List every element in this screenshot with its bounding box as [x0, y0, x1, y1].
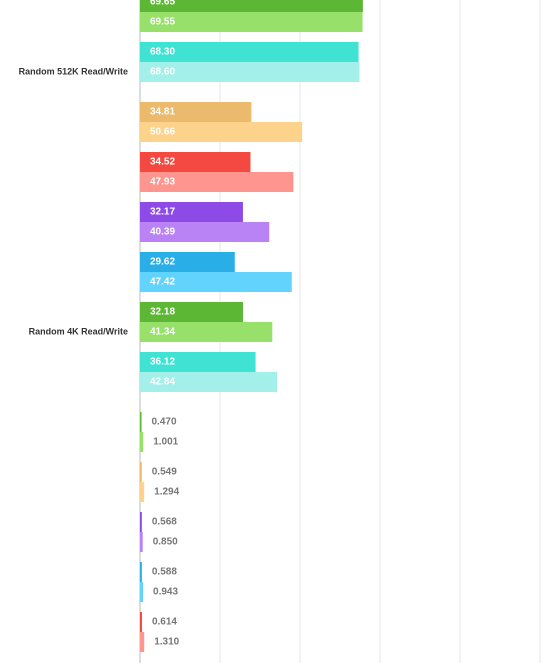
bar — [140, 62, 360, 82]
bar — [140, 412, 142, 432]
category-label: Random 4K Read/Write — [29, 326, 128, 336]
bar — [140, 0, 363, 12]
value-label: 32.17 — [150, 207, 175, 218]
value-label: 68.30 — [150, 47, 175, 58]
bar — [140, 42, 359, 62]
value-label: 29.62 — [150, 257, 175, 268]
bar — [140, 462, 142, 482]
value-label: 0.568 — [152, 517, 177, 528]
value-label: 47.93 — [150, 177, 175, 188]
bar — [140, 322, 273, 342]
bar — [140, 612, 142, 632]
value-label: 69.65 — [150, 0, 175, 8]
bar — [140, 512, 142, 532]
bar — [140, 532, 143, 552]
value-label: 1.310 — [154, 637, 179, 648]
bar — [140, 432, 144, 452]
value-label: 0.850 — [153, 537, 178, 548]
value-label: 32.18 — [150, 307, 175, 318]
value-label: 69.55 — [150, 17, 175, 28]
value-label: 0.549 — [152, 467, 177, 478]
value-label: 68.60 — [150, 67, 175, 78]
value-label: 0.588 — [152, 567, 177, 578]
value-label: 50.66 — [150, 127, 175, 138]
bar — [140, 272, 292, 292]
bar — [140, 12, 363, 32]
value-label: 40.39 — [150, 227, 175, 238]
value-label: 34.52 — [150, 157, 175, 168]
bar — [140, 172, 294, 192]
category-label: Random 512K Read/Write — [19, 66, 128, 76]
bar — [140, 562, 142, 582]
bar — [140, 202, 243, 222]
bar — [140, 302, 243, 322]
value-label: 1.294 — [154, 487, 179, 498]
bar — [140, 102, 252, 122]
value-label: 47.42 — [150, 277, 175, 288]
bar — [140, 632, 145, 652]
bar — [140, 152, 251, 172]
value-label: 36.12 — [150, 357, 175, 368]
value-label: 1.001 — [153, 437, 178, 448]
value-label: 0.614 — [152, 617, 177, 628]
value-label: 0.943 — [153, 587, 178, 598]
value-label: 41.34 — [150, 327, 175, 338]
value-label: 34.81 — [150, 107, 175, 118]
bar — [140, 352, 256, 372]
bar — [140, 582, 144, 602]
bar — [140, 222, 270, 242]
bar — [140, 122, 303, 142]
value-label: 0.470 — [152, 417, 177, 428]
bar — [140, 482, 145, 502]
bar — [140, 372, 278, 392]
bar — [140, 252, 235, 272]
value-label: 42.84 — [150, 377, 175, 388]
